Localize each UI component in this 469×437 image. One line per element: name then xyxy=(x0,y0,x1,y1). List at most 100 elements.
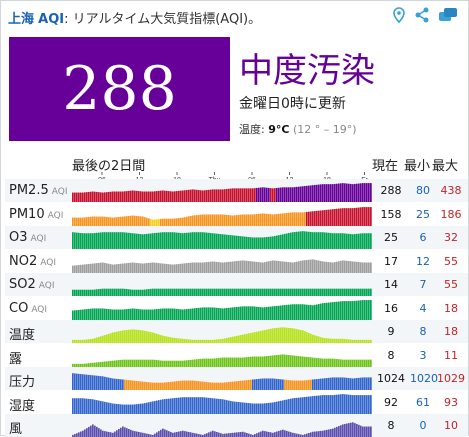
sparkline-bar xyxy=(170,382,172,390)
sparkline-bar xyxy=(132,308,134,320)
sparkline-bar xyxy=(360,289,362,296)
sparkline-bar xyxy=(176,338,178,343)
sparkline-bar xyxy=(166,308,168,320)
sparkline-bar xyxy=(114,192,116,203)
sparkline-bar xyxy=(176,308,178,319)
sparkline-bar xyxy=(196,434,198,437)
sparkline-bar xyxy=(90,216,92,225)
sparkline-bar xyxy=(166,218,168,225)
sparkline-bar xyxy=(180,309,182,320)
share-icon[interactable] xyxy=(413,6,431,24)
sparkline-bar xyxy=(240,357,242,366)
sparkline-bar xyxy=(320,379,322,390)
sparkline-bar xyxy=(294,187,296,202)
sparkline-bar xyxy=(368,233,370,249)
pollutant-sparkline[interactable] xyxy=(72,344,372,367)
pollutant-sparkline[interactable] xyxy=(72,273,372,296)
sparkline-bar xyxy=(122,380,124,391)
sparkline-bar xyxy=(156,191,158,202)
sparkline-bar xyxy=(74,232,76,249)
sparkline-bar xyxy=(342,233,344,249)
sparkline-bar xyxy=(272,289,274,296)
sparkline-bar xyxy=(126,330,128,343)
sparkline-bar xyxy=(366,377,368,390)
sparkline-bar xyxy=(258,262,260,273)
sparkline-bar xyxy=(366,233,368,249)
sparkline-bar xyxy=(180,191,182,202)
sparkline-bar xyxy=(108,217,110,226)
sparkline-bar xyxy=(344,394,346,414)
sparkline-bar xyxy=(344,233,346,249)
sparkline-bar xyxy=(238,402,240,414)
pollutant-sparkline[interactable] xyxy=(72,297,372,320)
pollutant-sparkline[interactable] xyxy=(72,226,372,249)
sparkline-bar xyxy=(266,237,268,249)
sparkline-bar xyxy=(346,359,348,366)
pollutant-sparkline[interactable] xyxy=(72,179,372,202)
pollutant-sparkline[interactable] xyxy=(72,367,372,390)
sparkline-bar xyxy=(190,289,192,296)
map-pin-icon[interactable] xyxy=(390,6,408,24)
sparkline-bar xyxy=(368,395,370,414)
sparkline-bar xyxy=(220,383,222,390)
sparkline-bar xyxy=(174,218,176,226)
sparkline-bar xyxy=(164,263,166,272)
sparkline-bar xyxy=(218,433,220,437)
sparkline-bar xyxy=(250,188,252,202)
sparkline-bar xyxy=(154,333,156,343)
sparkline-bar xyxy=(182,339,184,343)
sparkline-bar xyxy=(208,432,210,437)
sparkline-bar xyxy=(100,361,102,366)
sparkline-bar xyxy=(254,356,256,367)
sparkline-bar xyxy=(172,338,174,343)
pollutant-sparkline[interactable] xyxy=(72,203,372,226)
pollutant-sparkline[interactable] xyxy=(72,414,372,437)
sparkline-bar xyxy=(288,233,290,249)
sparkline-bar xyxy=(192,215,194,226)
sparkline-bar xyxy=(92,308,94,320)
sparkline-bar xyxy=(116,379,118,390)
sparkline-bar xyxy=(134,290,136,296)
sparkline-bar xyxy=(274,214,276,226)
sparkline-bar xyxy=(116,217,118,226)
sparkline-bar xyxy=(208,307,210,320)
sparkline-bar xyxy=(250,306,252,320)
sparkline-bar xyxy=(216,234,218,249)
sparkline-bar xyxy=(264,188,266,202)
sparkline-bar xyxy=(96,362,98,367)
sparkline-bar xyxy=(268,289,270,296)
sparkline-bar xyxy=(364,359,366,366)
sparkline-bar xyxy=(80,193,82,202)
sparkline-bar xyxy=(262,237,264,249)
sparkline-bar xyxy=(128,262,130,272)
sparkline-bar xyxy=(74,193,76,202)
sparkline-bar xyxy=(340,339,342,343)
pollutant-sparkline[interactable] xyxy=(72,250,372,273)
sparkline-bar xyxy=(216,358,218,367)
sparkline-bar xyxy=(226,338,228,343)
sparkline-bar xyxy=(214,431,216,437)
sparkline-bar xyxy=(300,289,302,296)
city-name[interactable]: 上海 xyxy=(8,12,34,27)
pollutant-sparkline[interactable] xyxy=(72,320,372,343)
sparkline-bar xyxy=(188,381,190,390)
sparkline-bar xyxy=(176,360,178,366)
sparkline-bar xyxy=(150,401,152,413)
sparkline-bar xyxy=(112,289,114,296)
comment-icon[interactable] xyxy=(438,6,456,24)
sparkline-bar xyxy=(72,373,74,390)
pollutant-sparkline[interactable] xyxy=(72,391,372,414)
sparkline-bar xyxy=(220,262,222,273)
sparkline-bar xyxy=(250,403,252,414)
